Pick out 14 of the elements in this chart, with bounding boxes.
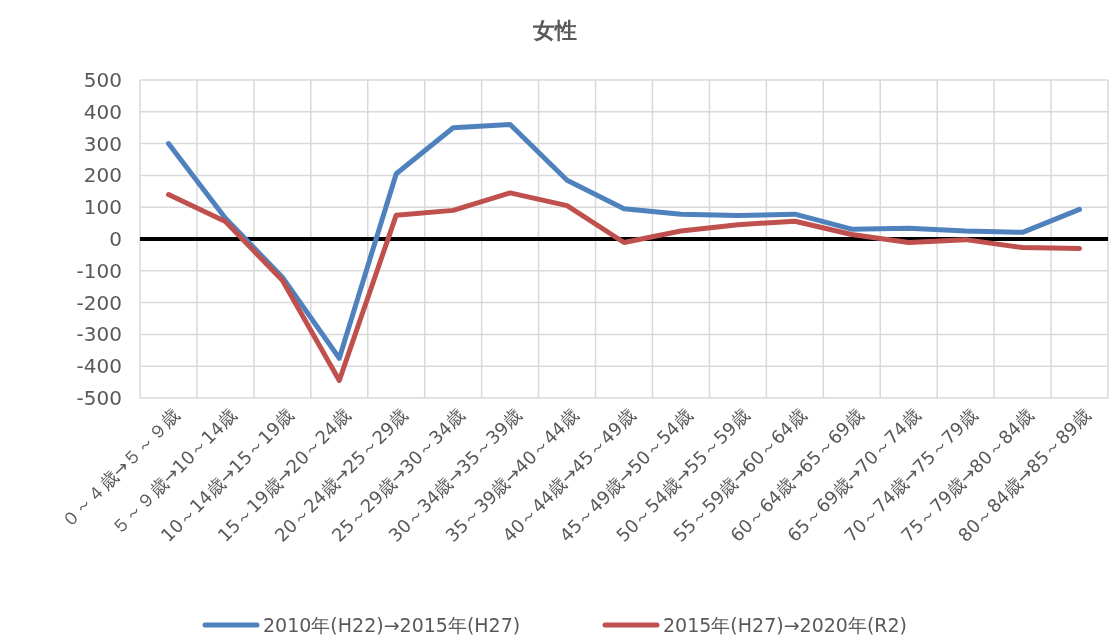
y-tick-label: 0 (109, 227, 122, 251)
y-tick-label: 100 (83, 195, 122, 220)
y-tick-label: -300 (76, 322, 122, 347)
legend-label: 2015年(H27)→2020年(R2) (663, 614, 908, 636)
y-tick-label: 400 (83, 99, 122, 124)
y-tick-label: -100 (76, 258, 122, 283)
legend-label: 2010年(H22)→2015年(H27) (263, 614, 521, 636)
y-tick-label: -500 (76, 386, 122, 410)
y-tick-label: 500 (83, 68, 122, 92)
y-tick-label: 300 (83, 131, 122, 156)
chart-title: 女性 (531, 18, 577, 43)
y-tick-label: -200 (76, 290, 122, 315)
y-tick-label: 200 (83, 163, 122, 188)
y-tick-label: -400 (76, 354, 122, 379)
